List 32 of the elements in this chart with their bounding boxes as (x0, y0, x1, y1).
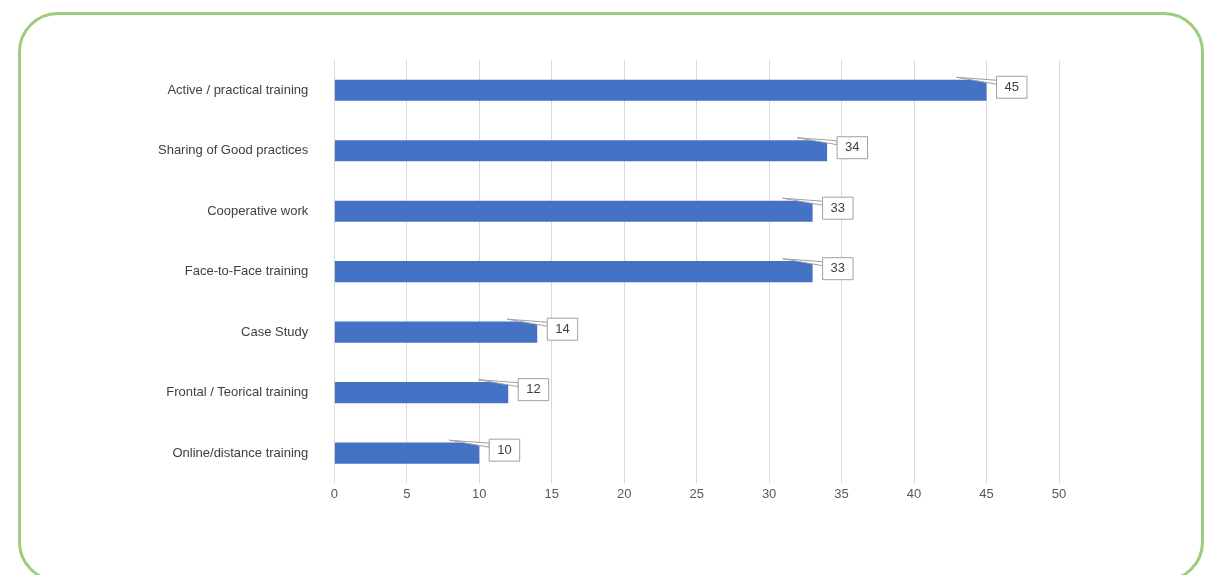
y-tick-label: Cooperative work (207, 202, 309, 218)
x-tick-label: 45 (979, 485, 994, 501)
x-tick-label: 20 (616, 485, 632, 501)
data-label: 10 (497, 441, 512, 457)
x-tick-label: 30 (761, 485, 777, 501)
data-label: 33 (830, 199, 846, 215)
x-tick-label: 15 (544, 485, 559, 501)
bar (334, 321, 538, 343)
data-label: 34 (845, 139, 860, 155)
bar (334, 442, 480, 464)
data-label: 14 (555, 320, 570, 336)
y-tick-label: Face-to-Face training (184, 263, 309, 279)
y-tick-label: Online/distance training (172, 444, 309, 460)
bar (334, 200, 813, 222)
bar (334, 261, 813, 283)
y-tick-label: Active / practical training (167, 81, 309, 97)
y-tick-label: Frontal / Teorical training (166, 384, 309, 400)
x-tick-label: 25 (689, 485, 704, 501)
x-tick-label: 50 (1051, 485, 1067, 501)
x-tick-label: 35 (834, 485, 849, 501)
data-label: 33 (830, 260, 846, 276)
bar (334, 79, 987, 101)
y-tick-label: Sharing of Good practices (157, 142, 309, 158)
bar (334, 382, 509, 404)
x-tick-label: 10 (472, 485, 487, 501)
data-label: 12 (526, 381, 541, 397)
bar (334, 140, 828, 162)
x-tick-label: 40 (906, 485, 922, 501)
x-tick-label: 5 (403, 485, 411, 501)
y-tick-label: Case Study (241, 323, 309, 339)
data-label: 45 (1004, 78, 1019, 94)
x-tick-label: 0 (330, 485, 338, 501)
